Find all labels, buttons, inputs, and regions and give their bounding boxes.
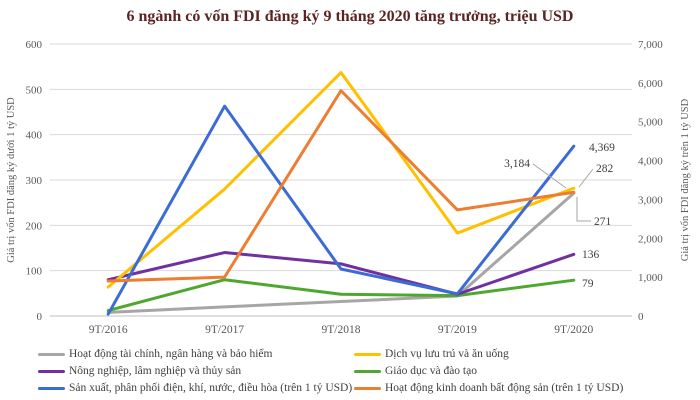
- legend-label: Hoạt động kinh doanh bất động sản (trên …: [385, 381, 624, 394]
- legend-label: Giáo dục và đào tạo: [385, 364, 477, 377]
- legend: Hoạt động tài chính, ngân hàng và bảo hi…: [38, 346, 693, 397]
- legend-item[interactable]: Dịch vụ lưu trú và ăn uống: [354, 346, 693, 363]
- right-axis-tick-label: 7,000: [638, 39, 663, 51]
- left-axis-tick-label: 100: [26, 266, 43, 278]
- x-axis-tick-label: 9T/2017: [205, 324, 244, 336]
- right-axis-tick-label: 5,000: [638, 117, 663, 129]
- legend-swatch-icon: [354, 387, 381, 390]
- left-axis-title: Giá trị vốn FDI đăng ký dưới 1 tỷ USD: [6, 97, 17, 263]
- data-label-leader: [532, 163, 567, 189]
- data-label: 271: [594, 216, 612, 228]
- data-label: 4,369: [589, 142, 615, 154]
- left-axis-tick-label: 400: [26, 130, 43, 142]
- data-label-leader: [576, 197, 591, 222]
- legend-item[interactable]: Hoạt động kinh doanh bất động sản (trên …: [354, 380, 693, 397]
- legend-swatch-icon: [354, 353, 381, 356]
- right-axis-title: Giá trị vốn FDI đăng ký trên 1 tỷ USD: [680, 98, 691, 261]
- legend-label: Sản xuất, phân phối điện, khí, nước, điề…: [69, 381, 353, 394]
- legend-label: Dịch vụ lưu trú và ăn uống: [385, 347, 509, 360]
- legend-swatch-icon: [38, 387, 65, 390]
- legend-item[interactable]: Giáo dục và đào tạo: [354, 363, 693, 380]
- legend-item[interactable]: Hoạt động tài chính, ngân hàng và bảo hi…: [38, 346, 354, 363]
- legend-swatch-icon: [38, 370, 65, 373]
- plot-area: 0 100 200 300 400 500 600 0 1,000 2,000 3,000 4,000…: [6, 39, 691, 336]
- right-axis-tick-label: 6,000: [638, 78, 663, 90]
- series-line-3: [106, 278, 576, 313]
- x-axis-tick-label: 9T/2016: [89, 324, 128, 336]
- series-line-5: [106, 89, 576, 283]
- chart-title: 6 ngành có vốn FDI đăng ký 9 tháng 2020 …: [126, 8, 574, 25]
- legend-item[interactable]: Nông nghiệp, lâm nghiệp và thủy sản: [38, 363, 354, 380]
- legend-label: Nông nghiệp, lâm nghiệp và thủy sản: [69, 364, 242, 377]
- series-line-1: [106, 71, 576, 289]
- data-label: 79: [582, 278, 594, 290]
- x-axis-tick-label: 9T/2020: [554, 324, 593, 336]
- left-axis-tick-label: 500: [26, 84, 43, 96]
- data-label: 3,184: [504, 158, 530, 170]
- x-axis-tick-label: 9T/2019: [438, 324, 477, 336]
- left-axis-tick-label: 200: [26, 220, 43, 232]
- data-label: 136: [582, 249, 600, 261]
- series-line-2: [106, 251, 576, 296]
- legend-label: Hoạt động tài chính, ngân hàng và bảo hi…: [69, 347, 273, 360]
- data-label-leader: [578, 168, 594, 188]
- legend-item[interactable]: Sản xuất, phân phối điện, khí, nước, điề…: [38, 380, 354, 397]
- legend-swatch-icon: [354, 370, 381, 373]
- left-axis-tick-label: 600: [26, 39, 43, 51]
- right-axis-tick-label: 2,000: [638, 233, 663, 245]
- left-axis-tick-label: 0: [37, 311, 43, 323]
- legend-swatch-icon: [38, 353, 65, 356]
- series-line-0: [106, 191, 576, 314]
- data-label: 282: [596, 163, 614, 175]
- right-axis-tick-label: 4,000: [638, 156, 663, 168]
- series-line-4: [106, 104, 576, 316]
- right-axis-tick-label: 3,000: [638, 194, 663, 206]
- x-axis-tick-label: 9T/2018: [322, 324, 361, 336]
- left-axis-tick-label: 300: [26, 175, 43, 187]
- right-axis-tick-label: 0: [638, 311, 644, 323]
- right-axis-tick-label: 1,000: [638, 272, 663, 284]
